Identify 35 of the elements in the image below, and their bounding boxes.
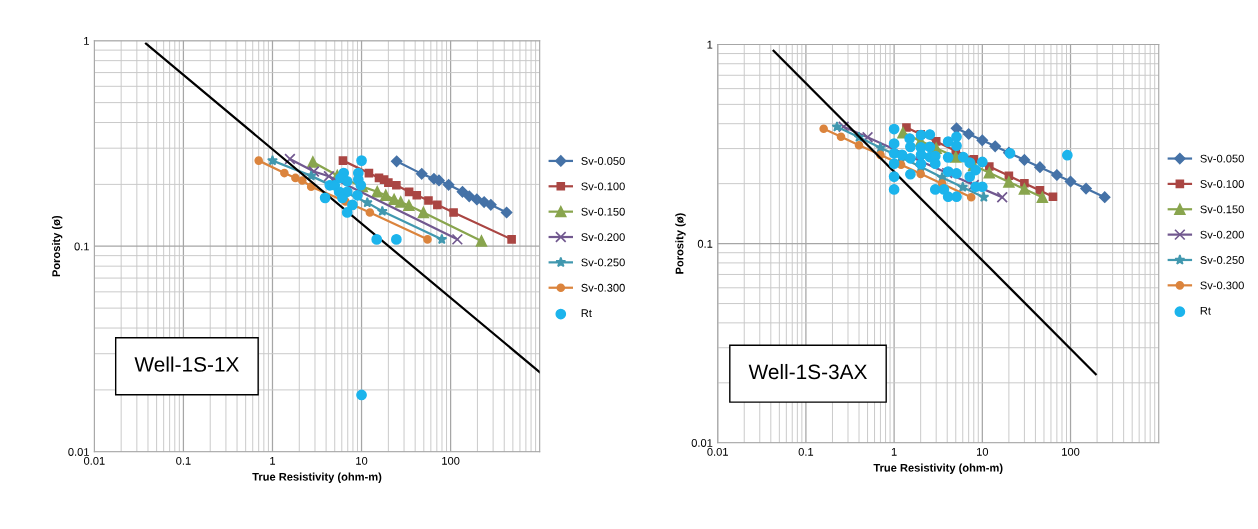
x-tick-label: 1: [270, 457, 276, 465]
x-tick-label: 0.1: [798, 447, 814, 456]
x-tick-label: 0.01: [83, 456, 105, 465]
x-tick-label: 0.1: [176, 456, 191, 465]
x-tick-label: 10: [356, 456, 368, 465]
legend-label: Sv-0.250: [1200, 256, 1244, 264]
legend-label: Sv-0.300: [581, 283, 625, 292]
annotation: Well-1S-3AX: [748, 363, 867, 380]
x-tick-label: 10: [976, 447, 989, 456]
legend-label: Sv-0.200: [1200, 230, 1244, 239]
legend-label: Sv-0.050: [581, 157, 625, 165]
x-tick-label: 100: [442, 456, 460, 465]
legend-label: Sv-0.300: [1200, 281, 1244, 290]
legend-label: Sv-0.250: [581, 258, 625, 267]
x-tick-label: 100: [1062, 447, 1080, 456]
y-tick-label: 0.1: [697, 239, 713, 248]
legend-label: Sv-0.150: [1200, 205, 1244, 214]
y-tick-label: 0.1: [74, 242, 89, 251]
legend-label: Sv-0.100: [581, 182, 625, 191]
x-tick-label: 1: [891, 448, 897, 456]
legend-label: Sv-0.100: [1200, 180, 1244, 188]
y-axis-title: Porosity (ø): [675, 213, 686, 274]
legend-label: Sv-0.200: [581, 233, 625, 242]
x-axis-title: True Resistivity (ohm-m): [873, 463, 1003, 474]
y-tick-label: 1: [84, 37, 89, 45]
legend-label: Rt: [581, 309, 592, 318]
annotation: Well-1S-1X: [134, 356, 239, 372]
legend-label: Sv-0.150: [581, 207, 625, 216]
y-axis-title: Porosity (ø): [51, 215, 63, 277]
y-tick-label: 0.01: [691, 439, 713, 447]
legend-label: Rt: [1200, 306, 1211, 315]
legend-label: Sv-0.050: [1200, 154, 1244, 163]
y-tick-label: 1: [707, 40, 713, 49]
x-axis-title: True Resistivity (ohm-m): [252, 472, 382, 483]
x-tick-label: 0.01: [707, 447, 728, 456]
